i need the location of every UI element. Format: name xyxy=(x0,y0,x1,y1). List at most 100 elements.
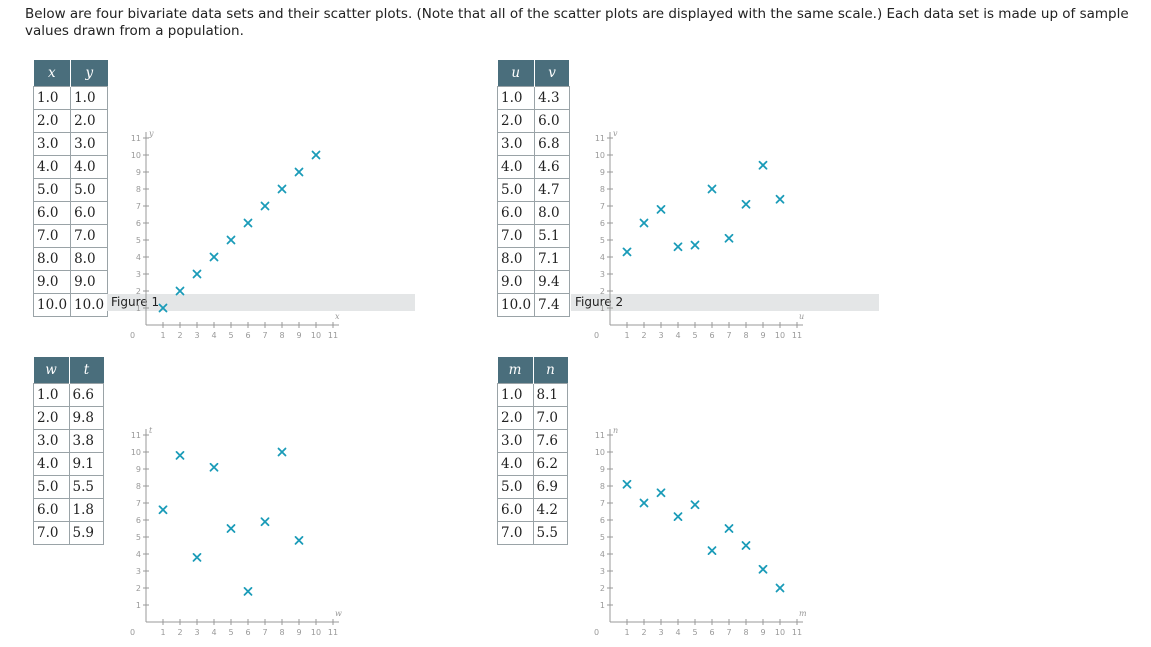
x-tick-label: 4 xyxy=(675,331,680,340)
data-point xyxy=(260,201,270,211)
x-tick-label: 6 xyxy=(245,628,250,637)
x-tick-label: 2 xyxy=(641,628,646,637)
x-tick-label: 5 xyxy=(692,331,697,340)
table-cell: 1.0 xyxy=(496,86,536,110)
table-cell: 2.0 xyxy=(497,406,534,430)
y-tick-label: 2 xyxy=(600,584,605,593)
data-point xyxy=(226,524,236,533)
data-table: m n 1.0 8.1 2.0 7.0 3.0 7.6 4.0 6.2 5.0 6.9 6.0 4.2 7.… xyxy=(497,357,568,545)
table-cell: 6.0 xyxy=(534,109,570,133)
x-tick-label: 1 xyxy=(624,628,629,637)
table-row: 7.0 5.9 xyxy=(33,521,104,545)
table-row: 8.0 7.1 xyxy=(496,247,570,271)
table-cell: 1.0 xyxy=(497,383,534,407)
table-cell: 5.0 xyxy=(33,475,70,499)
data-point xyxy=(741,541,751,550)
table-row: 2.0 6.0 xyxy=(496,109,570,133)
figure-caption: Figure 1 xyxy=(107,294,415,311)
y-tick-label: 6 xyxy=(136,219,141,228)
column-header: t xyxy=(68,357,104,384)
x-tick-label: 2 xyxy=(177,628,182,637)
origin-label: 0 xyxy=(130,331,135,340)
table-cell: 5.9 xyxy=(68,521,104,545)
data-table: w t 1.0 6.6 2.0 9.8 3.0 3.8 4.0 9.1 5.0 5.5 6.0 1.8 7.… xyxy=(33,357,104,545)
x-axis-label: x xyxy=(335,312,340,321)
column-header: m xyxy=(497,357,533,384)
y-tick-label: 9 xyxy=(136,465,141,474)
y-tick-label: 9 xyxy=(600,465,605,474)
x-tick-label: 5 xyxy=(228,331,233,340)
table-cell: 2.0 xyxy=(496,109,536,133)
data-point xyxy=(311,150,321,160)
x-tick-label: 11 xyxy=(792,628,802,637)
y-tick-label: 1 xyxy=(136,304,141,313)
x-tick-label: 9 xyxy=(760,331,765,340)
y-tick-label: 3 xyxy=(136,567,141,576)
table-row: 5.0 5.5 xyxy=(33,475,104,499)
table-cell: 4.0 xyxy=(70,155,109,179)
data-point xyxy=(175,451,185,460)
y-tick-label: 3 xyxy=(600,567,605,576)
y-tick-label: 10 xyxy=(595,151,605,160)
data-point xyxy=(277,184,287,194)
table-cell: 1.8 xyxy=(68,498,104,522)
data-point xyxy=(690,240,700,250)
y-tick-label: 9 xyxy=(600,168,605,177)
table-cell: 6.8 xyxy=(534,132,570,156)
x-tick-label: 8 xyxy=(743,628,748,637)
data-point xyxy=(294,167,304,177)
x-tick-label: 3 xyxy=(194,331,199,340)
data-point xyxy=(622,479,632,489)
x-axis-label: w xyxy=(335,609,342,618)
y-tick-label: 2 xyxy=(136,584,141,593)
x-tick-label: 4 xyxy=(211,331,216,340)
table-cell: 5.0 xyxy=(32,178,72,202)
table-cell: 8.0 xyxy=(70,247,109,271)
y-tick-label: 11 xyxy=(595,431,605,440)
table-cell: 6.9 xyxy=(532,475,568,499)
x-tick-label: 6 xyxy=(709,628,714,637)
y-tick-label: 4 xyxy=(600,253,605,262)
y-tick-label: 5 xyxy=(136,533,141,542)
table-cell: 3.0 xyxy=(33,429,70,453)
table-row: 6.0 8.0 xyxy=(496,201,570,225)
data-point xyxy=(192,552,202,562)
table-cell: 7.4 xyxy=(534,293,570,317)
figure-caption: Figure 2 xyxy=(571,294,879,311)
table-cell: 6.0 xyxy=(32,201,72,225)
x-tick-label: 8 xyxy=(279,331,284,340)
column-header: y xyxy=(70,60,108,87)
y-tick-label: 11 xyxy=(595,134,605,143)
data-point xyxy=(656,488,666,498)
x-tick-label: 9 xyxy=(296,628,301,637)
table-cell: 7.0 xyxy=(33,521,70,545)
x-tick-label: 3 xyxy=(194,628,199,637)
x-tick-label: 1 xyxy=(160,628,165,637)
data-point xyxy=(209,252,219,262)
data-point xyxy=(192,269,202,279)
data-table: u v 1.0 4.3 2.0 6.0 3.0 6.8 4.0 4.6 5.0 4.7 6.0 8.0 7.… xyxy=(496,60,570,317)
x-tick-label: 8 xyxy=(279,628,284,637)
table-cell: 6.0 xyxy=(496,201,536,225)
data-point xyxy=(260,517,270,527)
y-tick-label: 6 xyxy=(136,516,141,525)
data-point xyxy=(724,233,734,243)
table-cell: 7.0 xyxy=(532,406,568,430)
y-tick-label: 1 xyxy=(600,304,605,313)
y-tick-label: 2 xyxy=(136,287,141,296)
y-axis-label: t xyxy=(149,426,153,435)
table-row: 1.0 1.0 xyxy=(32,86,109,110)
data-point xyxy=(175,286,185,296)
x-tick-label: 10 xyxy=(775,628,785,637)
y-axis-label: n xyxy=(613,426,618,435)
y-tick-label: 7 xyxy=(136,499,141,508)
table-row: 9.0 9.0 xyxy=(32,270,109,294)
x-axis-label: u xyxy=(799,312,804,321)
column-header: w xyxy=(33,357,69,384)
instructions-text: Below are four bivariate data sets and t… xyxy=(25,6,1129,39)
x-tick-label: 8 xyxy=(743,331,748,340)
table-row: 9.0 9.4 xyxy=(496,270,570,294)
x-tick-label: 7 xyxy=(262,331,267,340)
